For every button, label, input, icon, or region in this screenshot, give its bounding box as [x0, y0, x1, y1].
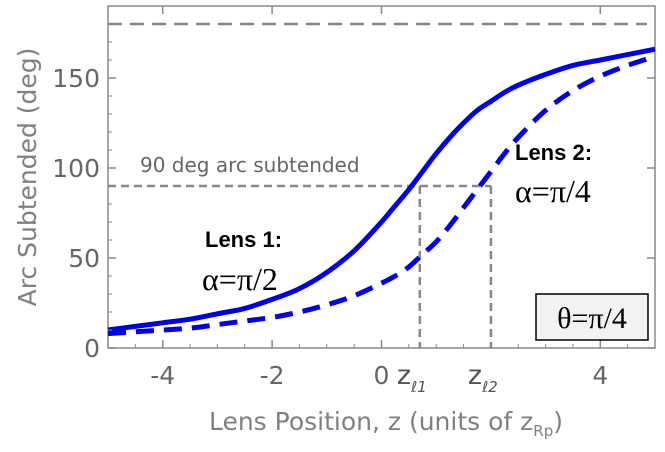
level-annotation: 90 deg arc subtended: [140, 153, 360, 177]
z-marker-sub: ℓ2: [481, 378, 498, 396]
y-tick-label: 0: [84, 334, 100, 363]
z-marker-sub: ℓ1: [410, 378, 427, 396]
reference-lines: [108, 22, 647, 348]
x-axis-title: Lens Position, z (units of zRp): [209, 407, 563, 440]
theta-box-frame: [535, 293, 649, 341]
y-tick-label: 50: [68, 244, 100, 273]
x-tick-label: 0: [374, 361, 390, 390]
y-tick-label: 150: [52, 64, 100, 93]
x-tick-label: 4: [592, 361, 608, 390]
y-tick-label: 100: [52, 154, 100, 183]
z-marker-label-2: zℓ2: [468, 360, 498, 396]
lens2-alpha: α=π/4: [515, 173, 591, 209]
z-marker-main: z: [397, 360, 411, 391]
lens1-alpha: α=π/2: [202, 261, 278, 297]
z-marker-label-1: zℓ1: [397, 360, 427, 396]
x-axis-title-end: ): [553, 407, 563, 436]
theta-box: θ=π/4: [535, 293, 649, 341]
x-tick-label: -2: [260, 361, 285, 390]
series-lines: [107, 46, 656, 337]
lens1-title: Lens 1:: [205, 227, 282, 252]
theta-label: θ=π/4: [557, 302, 627, 335]
lens2-title: Lens 2:: [515, 140, 592, 165]
series-line-2: [107, 54, 656, 337]
x-tick-label: -4: [150, 361, 175, 390]
z-marker-main: z: [468, 360, 482, 391]
x-axis-title-main: Lens Position, z (units of z: [209, 407, 533, 436]
series-line-1: [107, 46, 656, 333]
y-axis-title: Arc Subtended (deg): [13, 48, 42, 307]
x-axis-title-sub: Rp: [533, 422, 553, 440]
